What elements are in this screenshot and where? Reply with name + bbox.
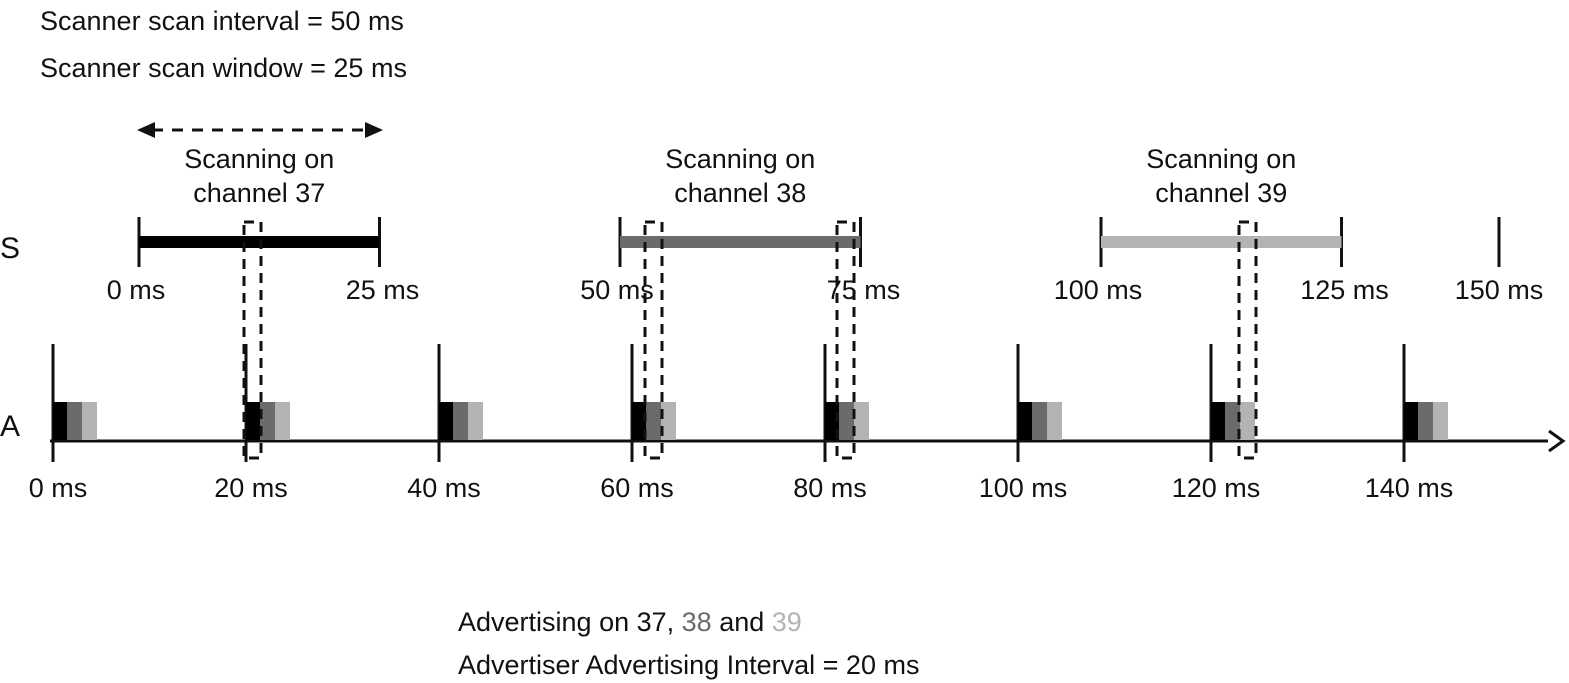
scanner-timeline: Scanning on channel 37 0 ms 25 ms Scanning o… [107,144,1544,305]
scan-window-text: Scanner scan window = 25 ms [40,53,407,83]
scan-window-bar-ch39 [1101,236,1342,248]
scan-window-end-label: 125 ms [1300,275,1389,305]
advertising-event-time-label: 20 ms [214,473,288,503]
adv-packet-ch39 [661,402,676,440]
adv-packet-ch37 [632,402,646,440]
adv-packet-ch38 [646,402,661,440]
overlap-highlight-box [1237,220,1258,460]
adv-packet-ch38 [839,402,854,440]
channel-39-label: 39 [772,607,802,637]
scan-interval-text: Scanner scan interval = 50 ms [40,6,404,36]
scan-window-end-label: 25 ms [346,275,420,305]
adv-packet-ch38 [1418,402,1433,440]
adv-packet-ch39 [1433,402,1448,440]
scan-window-start-label: 0 ms [107,275,166,305]
advertiser-row-label: A [0,410,20,443]
advertising-channels-prefix: Advertising on 37, [458,607,682,637]
scan-window-caption-line1: Scanning on [665,144,815,174]
advertising-event-time-label: 60 ms [600,473,674,503]
advertising-interval-text: Advertiser Advertising Interval = 20 ms [458,650,919,680]
adv-packet-ch38 [260,402,275,440]
advertising-event-time-label: 100 ms [979,473,1068,503]
overlap-highlight-box [242,220,263,460]
advertising-event-time-label: 80 ms [793,473,867,503]
channel-38-label: 38 [682,607,712,637]
and-text: and [712,607,772,637]
adv-packet-ch37 [439,402,453,440]
adv-packet-ch38 [1225,402,1240,440]
adv-packet-ch37 [246,402,260,440]
scan-window-caption-line2: channel 39 [1155,178,1287,208]
scanner-row-label: S [0,232,20,265]
advertising-event-time-label: 120 ms [1172,473,1261,503]
adv-packet-ch37 [1404,402,1418,440]
adv-packet-ch37 [1211,402,1225,440]
scan-window-bar-ch38 [620,236,861,248]
advertising-event-time-label: 0 ms [29,473,88,503]
adv-packet-ch38 [67,402,82,440]
advertising-event-time-label: 40 ms [407,473,481,503]
scan-window-start-label: 100 ms [1054,275,1143,305]
adv-packet-ch39 [854,402,869,440]
scan-window-caption-line1: Scanning on [1146,144,1296,174]
adv-packet-ch38 [453,402,468,440]
scan-window-end-label: 75 ms [827,275,901,305]
overlap-highlight-box [643,220,664,460]
scan-window-span-arrow [137,122,383,138]
scan-window-caption-line2: channel 37 [193,178,325,208]
axis-arrowhead-icon [1548,429,1566,453]
advertising-event-time-label: 140 ms [1365,473,1454,503]
adv-packet-ch37 [1018,402,1032,440]
overlap-highlights [242,220,1258,460]
scanner-end-label: 150 ms [1455,275,1544,305]
adv-packet-ch38 [1032,402,1047,440]
adv-packet-ch39 [1047,402,1062,440]
scan-window-caption-line2: channel 38 [674,178,806,208]
scan-window-bar-ch37 [139,236,380,248]
adv-packet-ch39 [468,402,483,440]
scan-window-start-label: 50 ms [580,275,654,305]
advertising-channels-text: Advertising on 37, 38 and 39 [458,607,802,637]
scan-window-caption-line1: Scanning on [184,144,334,174]
advertiser-timeline: 0 ms 20 ms 40 ms 60 ms 80 ms 100 ms 120 ms 140 … [29,344,1566,503]
adv-packet-ch37 [53,402,67,440]
overlap-highlight-box [835,220,856,460]
adv-packet-ch39 [275,402,290,440]
adv-packet-ch39 [1240,402,1255,440]
adv-packet-ch39 [82,402,97,440]
